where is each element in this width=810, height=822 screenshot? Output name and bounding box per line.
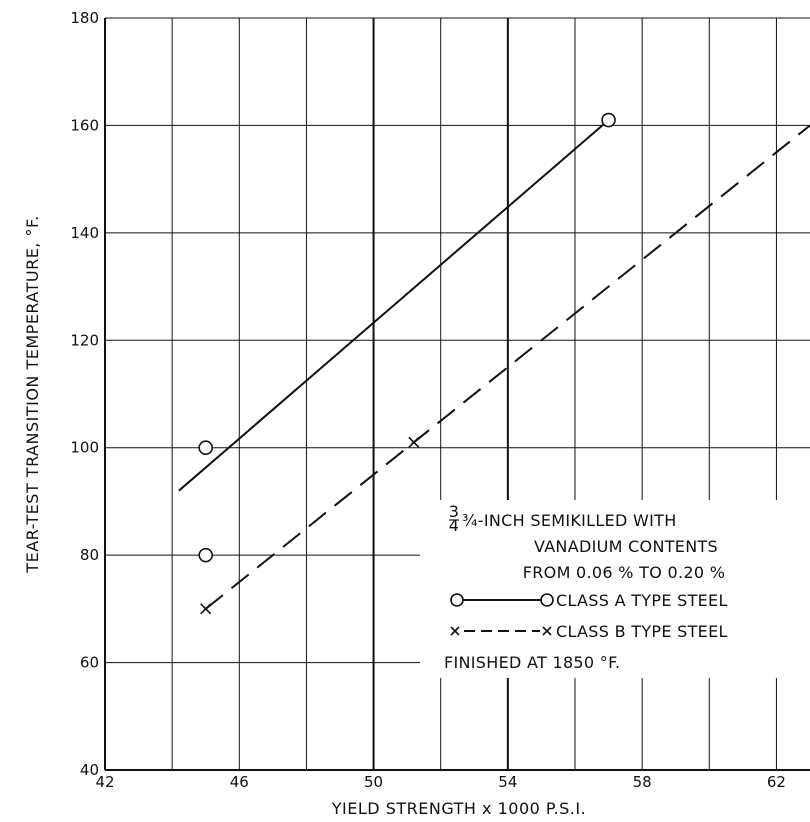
x-tick-42: 42 bbox=[95, 773, 114, 791]
x-tick-62: 62 bbox=[767, 773, 786, 791]
x-tick-labels: 42 46 50 54 58 62 bbox=[95, 773, 786, 791]
series bbox=[178, 112, 810, 615]
fraction-denominator: 4 bbox=[449, 516, 459, 535]
point-class-b-0 bbox=[408, 436, 420, 448]
y-tick-100: 100 bbox=[70, 439, 99, 457]
legend-marker-class-b-left bbox=[450, 626, 460, 636]
point-class-b-1 bbox=[200, 603, 212, 615]
legend-marker-class-b-right bbox=[542, 626, 552, 636]
legend-line-3: FROM 0.06 % TO 0.20 % bbox=[523, 563, 725, 582]
y-tick-80: 80 bbox=[80, 546, 99, 564]
y-tick-140: 140 bbox=[70, 224, 99, 242]
fit-line-class-b bbox=[205, 124, 810, 610]
legend-marker-class-a-left bbox=[450, 593, 464, 607]
legend-background bbox=[420, 500, 810, 678]
y-tick-60: 60 bbox=[80, 654, 99, 672]
y-tick-labels: 40 60 80 100 120 140 160 180 bbox=[70, 9, 99, 779]
x-tick-54: 54 bbox=[498, 773, 517, 791]
point-class-a-0 bbox=[198, 440, 214, 456]
y-tick-160: 160 bbox=[70, 116, 99, 134]
y-tick-180: 180 bbox=[70, 9, 99, 27]
x-tick-46: 46 bbox=[230, 773, 249, 791]
fit-line-class-a bbox=[178, 119, 610, 492]
y-tick-40: 40 bbox=[80, 761, 99, 779]
legend-label-class-b: CLASS B TYPE STEEL bbox=[556, 622, 728, 641]
y-tick-120: 120 bbox=[70, 331, 99, 349]
x-tick-50: 50 bbox=[364, 773, 383, 791]
x-axis-label: YIELD STRENGTH x 1000 P.S.I. bbox=[331, 799, 586, 818]
legend-fraction: 3 4 bbox=[449, 502, 459, 535]
x-tick-58: 58 bbox=[633, 773, 652, 791]
legend-marker-class-a-right bbox=[540, 593, 554, 607]
legend-footer: FINISHED AT 1850 °F. bbox=[444, 653, 620, 672]
legend-label-class-a: CLASS A TYPE STEEL bbox=[556, 591, 728, 610]
fraction-numerator: 3 bbox=[449, 502, 459, 521]
legend-line-1: ¾-INCH SEMIKILLED WITH bbox=[462, 511, 677, 530]
point-class-a-2 bbox=[601, 112, 616, 128]
y-axis-label: TEAR-TEST TRANSITION TEMPERATURE, °F. bbox=[23, 215, 42, 573]
legend: 3 4 ¾-INCH SEMIKILLED WITH VANADIUM CONT… bbox=[420, 500, 810, 678]
legend-line-2: VANADIUM CONTENTS bbox=[534, 537, 718, 556]
point-class-a-1 bbox=[198, 547, 214, 563]
